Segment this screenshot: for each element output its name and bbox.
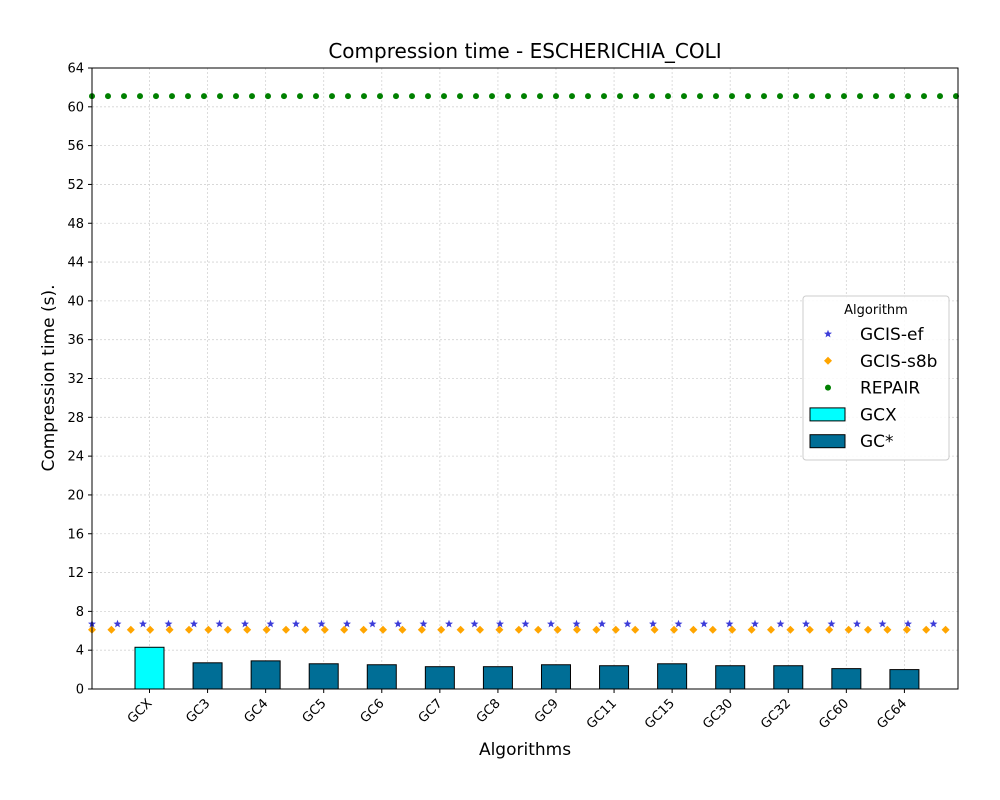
marker-repair: [873, 93, 879, 99]
y-tick-label: 28: [67, 411, 84, 426]
marker-repair: [489, 93, 495, 99]
marker-repair: [905, 93, 911, 99]
marker-repair: [697, 93, 703, 99]
legend-title: Algorithm: [844, 303, 908, 318]
marker-repair: [153, 93, 159, 99]
marker-repair: [409, 93, 415, 99]
y-tick-label: 48: [67, 217, 84, 232]
y-tick-label: 12: [67, 566, 84, 581]
y-tick-label: 8: [76, 605, 84, 620]
marker-repair: [777, 93, 783, 99]
bar-gc3: [193, 663, 222, 689]
marker-repair: [233, 93, 239, 99]
bar-gcx: [135, 647, 164, 689]
bar-gc30: [716, 666, 745, 689]
marker-repair: [121, 93, 127, 99]
legend-label-gc-: GC*: [860, 432, 894, 452]
marker-repair: [729, 93, 735, 99]
marker-repair: [553, 93, 559, 99]
marker-repair: [457, 93, 463, 99]
y-tick-label: 60: [67, 100, 84, 115]
y-tick-label: 64: [67, 62, 84, 77]
legend: Algorithm GCIS-ef GCIS-s8b REPAIR GCX GC*: [803, 296, 949, 460]
marker-repair: [649, 93, 655, 99]
y-tick-label: 44: [67, 256, 84, 271]
bar-gc5: [309, 664, 338, 689]
marker-repair: [425, 93, 431, 99]
marker-repair: [761, 93, 767, 99]
marker-repair: [377, 93, 383, 99]
marker-repair: [105, 93, 111, 99]
legend-label-gcx: GCX: [860, 405, 897, 425]
y-tick-label: 56: [67, 139, 84, 154]
marker-repair: [745, 93, 751, 99]
marker-repair: [857, 93, 863, 99]
bar-gc11: [600, 666, 629, 689]
marker-repair: [809, 93, 815, 99]
bar-gc7: [425, 667, 454, 689]
legend-label-gcis-s8b: GCIS-s8b: [860, 352, 937, 372]
marker-repair: [841, 93, 847, 99]
legend-label-repair: REPAIR: [860, 379, 920, 399]
bar-gc64: [890, 670, 919, 689]
y-tick-label: 40: [67, 294, 84, 309]
y-tick-label: 32: [67, 372, 84, 387]
marker-repair: [713, 93, 719, 99]
marker-repair: [681, 93, 687, 99]
marker-repair: [521, 93, 527, 99]
marker-repair: [281, 93, 287, 99]
legend-marker-repair: [825, 385, 831, 391]
y-tick-label: 24: [67, 450, 84, 465]
bar-gc32: [774, 666, 803, 689]
marker-repair: [569, 93, 575, 99]
marker-repair: [249, 93, 255, 99]
chart-title: Compression time - ESCHERICHIA_COLI: [328, 39, 721, 63]
y-tick-label: 16: [67, 527, 84, 542]
y-axis-label: Compression time (s).: [39, 284, 59, 471]
marker-repair: [793, 93, 799, 99]
y-tick-label: 36: [67, 333, 84, 348]
marker-repair: [473, 93, 479, 99]
marker-repair: [217, 93, 223, 99]
marker-repair: [185, 93, 191, 99]
marker-repair: [633, 93, 639, 99]
marker-repair: [585, 93, 591, 99]
bar-gc9: [541, 665, 570, 689]
bar-gc15: [658, 664, 687, 689]
marker-repair: [537, 93, 543, 99]
marker-repair: [297, 93, 303, 99]
marker-repair: [169, 93, 175, 99]
marker-repair: [345, 93, 351, 99]
marker-repair: [665, 93, 671, 99]
marker-repair: [313, 93, 319, 99]
legend-swatch-gcx: [810, 408, 845, 421]
marker-repair: [265, 93, 271, 99]
marker-repair: [921, 93, 927, 99]
legend-label-gcis-ef: GCIS-ef: [860, 325, 924, 345]
x-axis-label: Algorithms: [479, 740, 571, 760]
y-tick-label: 20: [67, 488, 84, 503]
marker-repair: [393, 93, 399, 99]
bar-gc6: [367, 665, 396, 689]
marker-repair: [137, 93, 143, 99]
marker-repair: [617, 93, 623, 99]
marker-repair: [201, 93, 207, 99]
y-tick-label: 52: [67, 178, 84, 193]
marker-repair: [329, 93, 335, 99]
bar-gc8: [483, 667, 512, 689]
y-tick-label: 4: [76, 644, 84, 659]
marker-repair: [889, 93, 895, 99]
marker-repair: [825, 93, 831, 99]
bar-gc4: [251, 661, 280, 689]
marker-repair: [505, 93, 511, 99]
marker-repair: [937, 93, 943, 99]
marker-repair: [361, 93, 367, 99]
bar-gc60: [832, 669, 861, 689]
marker-repair: [441, 93, 447, 99]
y-tick-label: 0: [76, 683, 84, 698]
legend-swatch-gc-: [810, 435, 845, 448]
marker-repair: [601, 93, 607, 99]
